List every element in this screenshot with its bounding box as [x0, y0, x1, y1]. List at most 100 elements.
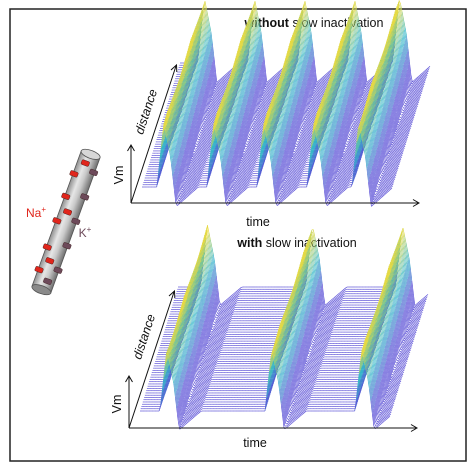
- trace-segment: [350, 125, 353, 130]
- trace-segment: [206, 31, 210, 40]
- trace-segment: [250, 138, 253, 140]
- trace-segment: [423, 72, 426, 75]
- trace-segment: [311, 82, 314, 94]
- trace-segment: [311, 111, 314, 113]
- trace-segment: [264, 99, 266, 101]
- trace-segment: [263, 107, 266, 110]
- trace-segment: [303, 75, 306, 89]
- trace-segment: [259, 24, 262, 32]
- trace-segment: [317, 91, 320, 94]
- trace-segment: [349, 134, 352, 136]
- trace-segment: [308, 131, 311, 134]
- trace-segment: [300, 70, 303, 84]
- trace-segment: [408, 64, 411, 78]
- trace-segment: [356, 126, 359, 129]
- trace-segment: [401, 128, 404, 131]
- trace-segment: [349, 59, 352, 68]
- trace-segment: [211, 108, 214, 110]
- trace-segment: [356, 123, 359, 126]
- trace-segment: [274, 78, 277, 81]
- trace-segment: [348, 133, 351, 136]
- trace-segment: [408, 124, 411, 127]
- trace-segment: [410, 74, 413, 83]
- trace-segment: [259, 117, 262, 120]
- trace-segment: [401, 11, 404, 20]
- trace-segment: [399, 129, 402, 132]
- trace-segment: [348, 13, 352, 28]
- trace-segment: [305, 106, 308, 114]
- trace-segment: [353, 75, 356, 89]
- trace-segment: [218, 82, 221, 85]
- trace-segment: [223, 79, 226, 82]
- trace-segment: [351, 13, 354, 22]
- trace-segment: [411, 101, 414, 104]
- trace-segment: [401, 109, 404, 112]
- trace-segment: [348, 36, 351, 45]
- trace-segment: [221, 81, 224, 83]
- trace-segment: [208, 39, 211, 52]
- trace-segment: [262, 77, 266, 90]
- trace-segment: [359, 51, 363, 65]
- trace-segment: [411, 116, 414, 118]
- trace-segment: [410, 99, 413, 102]
- trace-segment: [421, 76, 424, 79]
- trace-segment: [296, 141, 299, 143]
- trace-segment: [356, 120, 359, 123]
- trace-segment: [209, 24, 212, 32]
- trace-segment: [406, 115, 409, 118]
- trace-segment: [358, 110, 361, 113]
- trace-segment: [204, 26, 207, 35]
- trace-segment: [260, 31, 263, 44]
- trace-segment: [414, 94, 416, 97]
- trace-segment: [322, 91, 325, 94]
- trace-segment: [349, 127, 352, 132]
- trace-segment: [219, 93, 222, 95]
- trace-segment: [214, 93, 217, 96]
- trace-segment: [355, 36, 358, 45]
- trace-segment: [412, 104, 414, 107]
- trace-segment: [258, 105, 261, 108]
- trace-segment: [417, 77, 420, 80]
- trace-segment: [271, 84, 274, 87]
- trace-segment: [354, 136, 357, 139]
- trace-segment: [217, 99, 220, 102]
- trace-segment: [201, 51, 204, 60]
- trace-segment: [418, 93, 421, 96]
- trace-segment: [407, 113, 409, 116]
- trace-segment: [257, 77, 261, 91]
- trace-segment: [269, 78, 272, 81]
- trace-segment: [207, 133, 210, 136]
- trace-segment: [417, 93, 420, 95]
- trace-segment: [255, 88, 258, 102]
- trace-segment: [359, 112, 362, 115]
- trace-segment: [253, 129, 256, 132]
- trace-segment: [403, 133, 406, 136]
- trace-segment: [267, 88, 270, 90]
- trace-segment: [266, 98, 269, 101]
- trace-segment: [205, 106, 208, 114]
- trace-segment: [355, 51, 358, 65]
- trace-segment: [313, 113, 316, 116]
- trace-segment: [213, 96, 216, 98]
- trace-segment: [306, 101, 309, 110]
- trace-segment: [306, 114, 309, 116]
- trace-segment: [207, 109, 210, 112]
- trace-segment: [295, 25, 298, 29]
- trace-segment: [299, 46, 302, 55]
- trace-segment: [255, 122, 258, 125]
- trace-segment: [251, 23, 255, 32]
- trace-segment: [276, 80, 279, 83]
- trace-segment: [207, 127, 210, 130]
- trace-segment: [403, 29, 407, 39]
- trace-segment: [223, 76, 226, 79]
- trace-segment: [347, 28, 350, 37]
- trace-segment: [411, 91, 414, 94]
- trace-segment: [221, 84, 224, 87]
- trace-segment: [222, 78, 225, 81]
- trace-segment: [261, 104, 264, 107]
- trace-segment: [398, 24, 401, 33]
- trace-segment: [205, 116, 208, 119]
- trace-segment: [202, 117, 205, 123]
- trace-segment: [220, 77, 223, 79]
- trace-segment: [268, 98, 271, 101]
